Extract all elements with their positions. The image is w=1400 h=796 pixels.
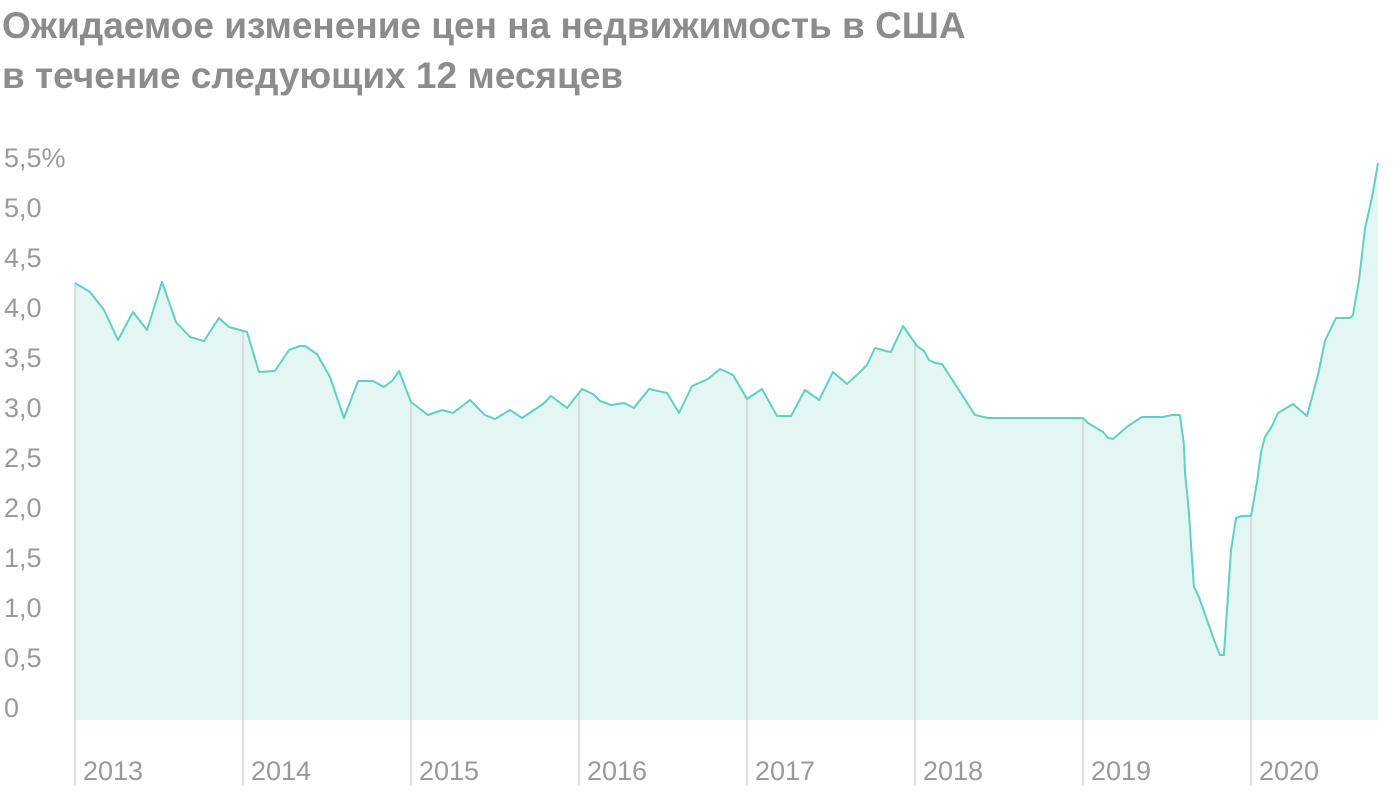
y-tick-label: 1,5 [4, 543, 42, 573]
line [74, 162, 1379, 656]
y-tick-label: 3,5 [4, 343, 42, 373]
area [75, 163, 1378, 720]
y-tick-label: 0,5 [4, 643, 42, 673]
y-tick-label: 1,0 [4, 593, 42, 623]
y-tick-label: 4,0 [4, 293, 42, 323]
y-tick-label: 2,5 [4, 443, 42, 473]
x-tick-label: 2017 [755, 756, 815, 786]
x-tick-label: 2016 [587, 756, 647, 786]
chart-title: Ожидаемое изменение цен на недвижимость … [2, 5, 966, 46]
chart-title: в течение следующих 12 месяцев [2, 55, 623, 96]
y-tick-label: 4,5 [4, 243, 42, 273]
y-tick-label: 5,5% [4, 143, 66, 173]
y-tick-label: 5,0 [4, 193, 42, 223]
x-tick-label: 2018 [923, 756, 983, 786]
x-tick-label: 2014 [251, 756, 311, 786]
x-tick-label: 2019 [1091, 756, 1151, 786]
y-tick-label: 0 [4, 693, 19, 723]
y-tick-label: 3,0 [4, 393, 42, 423]
x-tick-label: 2013 [83, 756, 143, 786]
y-tick-label: 2,0 [4, 493, 42, 523]
x-tick-label: 2015 [419, 756, 479, 786]
x-tick-label: 2020 [1259, 756, 1319, 786]
